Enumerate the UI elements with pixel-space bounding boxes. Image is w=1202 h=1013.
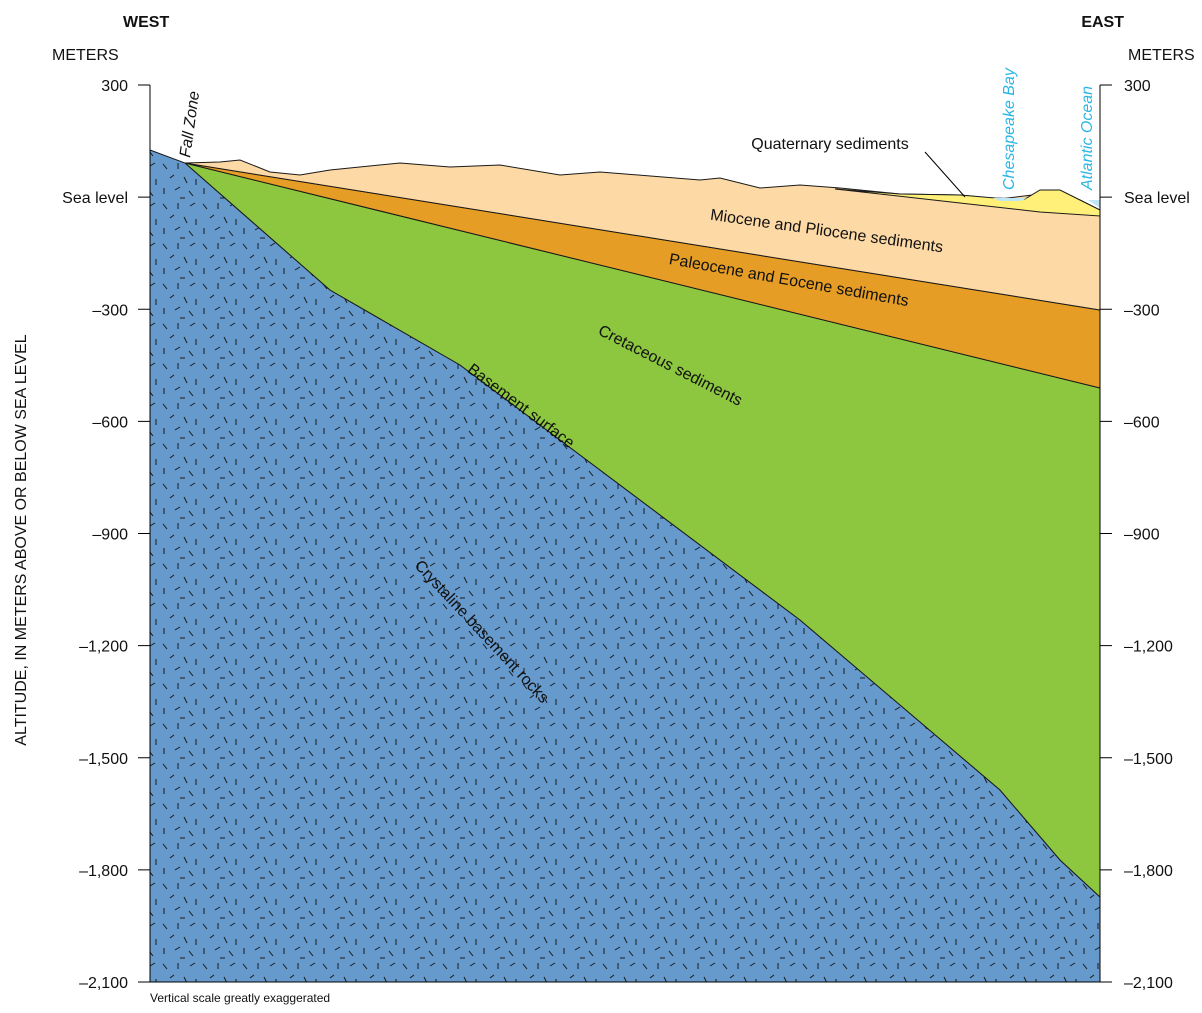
tick-label-right: –2,100 [1124,975,1173,992]
tick-label-right: –1,800 [1124,863,1173,880]
tick-label-left: –1,800 [79,863,128,880]
atlantic-ocean: Atlantic Ocean [1079,86,1096,191]
tick-label-right: –600 [1124,414,1160,431]
right-unit: METERS [1128,47,1195,64]
quaternary-label: Quaternary sediments [751,136,908,153]
axis-title: ALTITUDE, IN METERS ABOVE OR BELOW SEA L… [13,334,30,745]
leader-line [924,151,966,198]
east-label: EAST [1081,14,1124,31]
tick-label-left: –900 [92,527,128,544]
tick-label-left: –300 [92,302,128,319]
chesapeake-bay: Chesapeake Bay [1001,67,1018,190]
fall-zone: Fall Zone [177,90,203,159]
tick-label-right: Sea level [1124,190,1190,207]
west-label: WEST [123,14,169,31]
tick-label-left: –1,500 [79,751,128,768]
quaternary [834,188,1101,217]
ocean-water [1088,200,1100,208]
tick-label-right: –300 [1124,302,1160,319]
tick-label-right: 300 [1124,78,1151,95]
tick-label-right: –900 [1124,527,1160,544]
tick-label-left: –2,100 [79,975,128,992]
tick-label-right: –1,500 [1124,751,1173,768]
tick-label-left: Sea level [62,190,128,207]
left-unit: METERS [52,47,119,64]
tick-label-left: –600 [92,414,128,431]
tick-label-left: 300 [101,78,128,95]
basement-pattern [150,150,1100,982]
scale-note: Vertical scale greatly exaggerated [150,991,330,1005]
tick-label-left: –1,200 [79,639,128,656]
tick-label-right: –1,200 [1124,639,1173,656]
bay-water [993,198,1027,201]
layers [149,149,1101,983]
